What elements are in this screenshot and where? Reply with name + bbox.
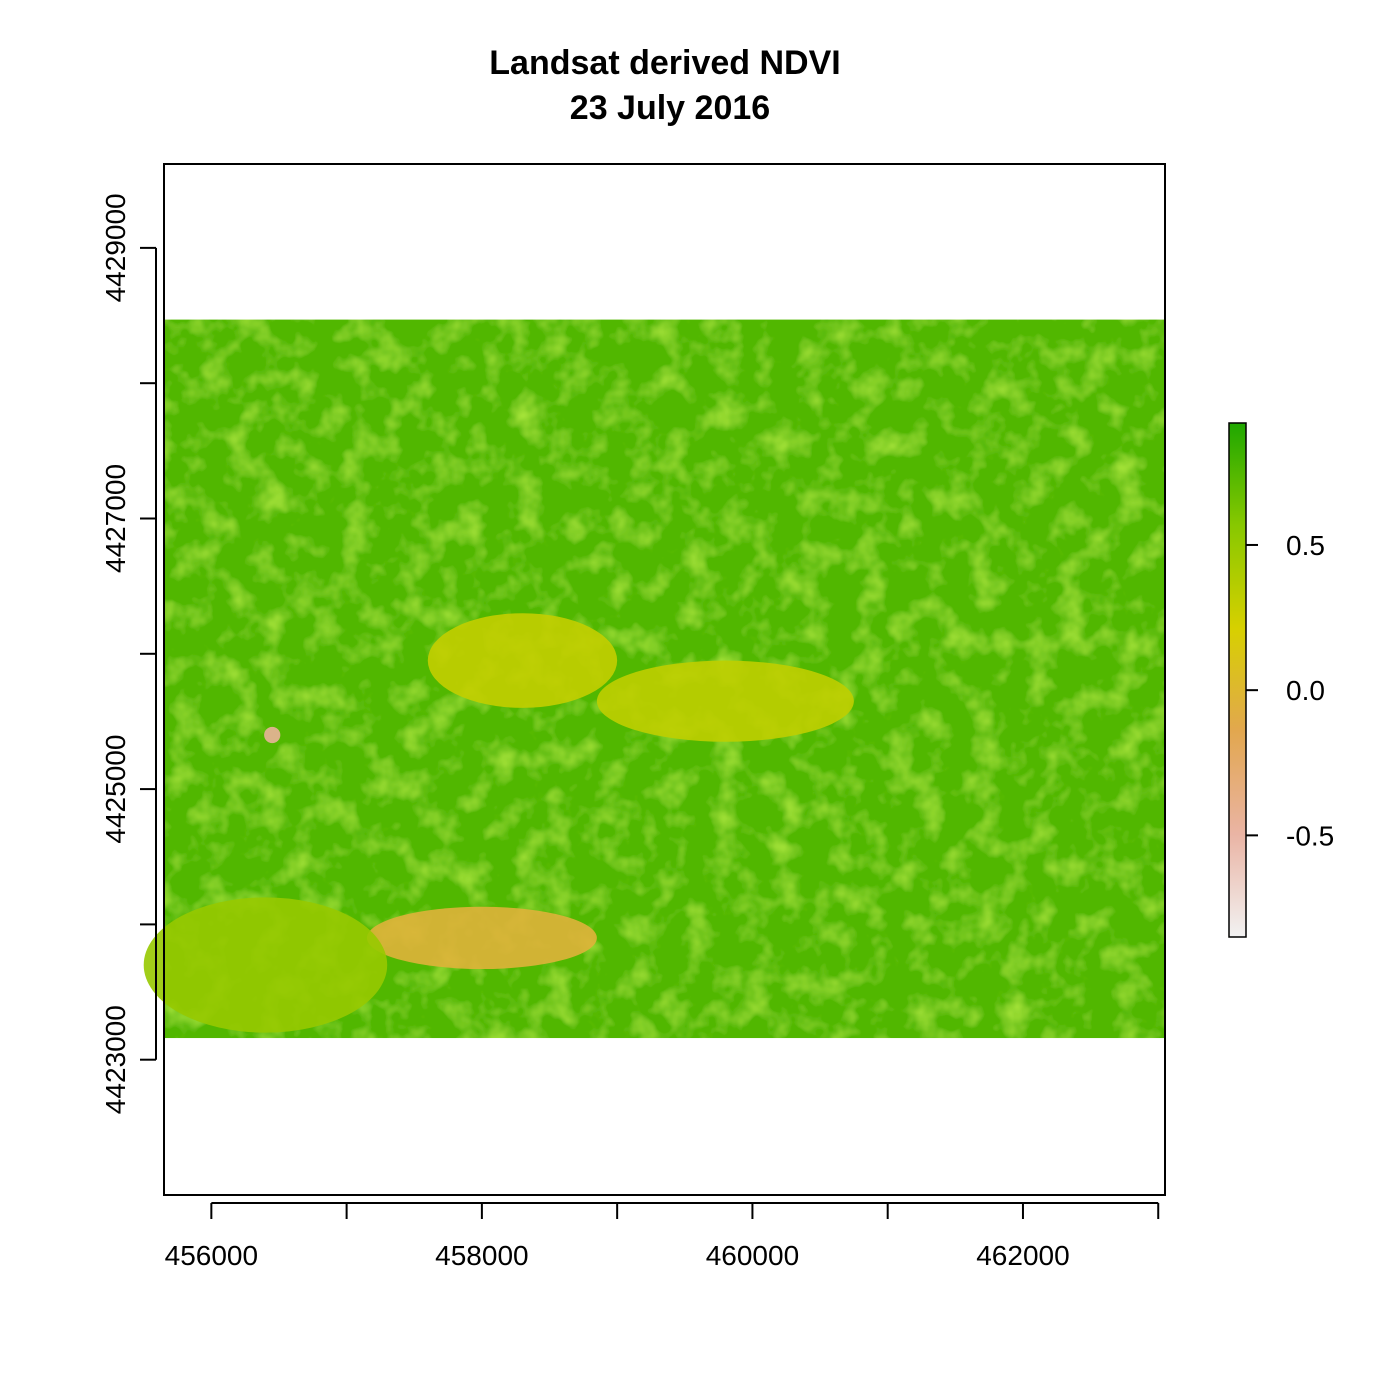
raster-feature-1	[596, 660, 854, 742]
y-tick-label: 4425000	[100, 735, 131, 844]
raster-feature-2	[366, 906, 597, 970]
x-tick-label: 460000	[706, 1240, 799, 1271]
raster-feature-3	[143, 897, 388, 1033]
colorbar-tick-label: 0.5	[1286, 530, 1325, 561]
ndvi-raster	[143, 319, 1165, 1039]
plot-frame	[163, 163, 1166, 1196]
colorbar-ramp	[1228, 422, 1247, 938]
chart-title-line-2: 23 July 2016	[570, 89, 770, 127]
y-tick-label: 4423000	[100, 1005, 131, 1114]
colorbar-tick-label: -0.5	[1286, 820, 1334, 851]
x-axis: 456000 458000 460000 462000	[165, 1202, 1160, 1271]
colorbar-legend: -0.5 0.0 0.5	[1228, 422, 1334, 938]
raster-feature-0	[427, 613, 618, 708]
x-tick-label: 462000	[976, 1240, 1069, 1271]
chart-title-line-1: Landsat derived NDVI	[489, 44, 840, 82]
x-tick-label: 456000	[165, 1240, 258, 1271]
y-tick-label: 4429000	[100, 193, 131, 302]
y-axis: 4423000 4425000 4427000 4429000	[100, 193, 157, 1114]
raster-feature-4	[264, 726, 281, 744]
colorbar-tick-label: 0.0	[1286, 675, 1325, 706]
x-tick-label: 458000	[435, 1240, 528, 1271]
y-tick-label: 4427000	[100, 464, 131, 573]
